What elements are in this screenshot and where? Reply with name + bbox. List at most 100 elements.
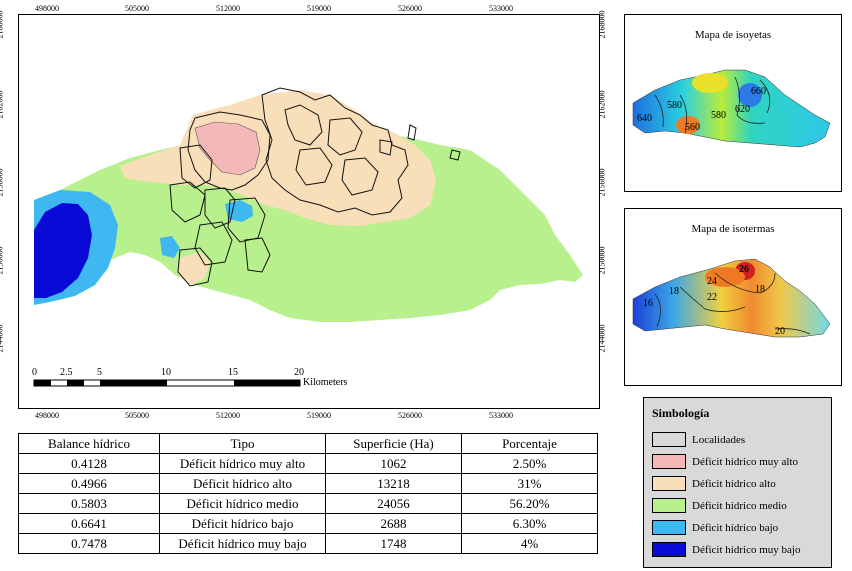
cell: Déficit hídrico muy alto bbox=[159, 453, 326, 474]
isoterma-label: 16 bbox=[643, 298, 653, 309]
legend-swatch bbox=[652, 454, 686, 469]
bottom-tick: 519000 bbox=[307, 411, 331, 420]
cell: 0.4128 bbox=[18, 453, 160, 474]
isoterma-label: 20 bbox=[775, 326, 785, 337]
zone-muy-alto bbox=[194, 121, 261, 176]
isoyeta-label: 560 bbox=[685, 122, 700, 133]
zone-bajo-small bbox=[160, 236, 180, 258]
cell: 0.4966 bbox=[18, 473, 160, 494]
cell: 13218 bbox=[325, 473, 462, 494]
top-tick: 533000 bbox=[489, 4, 513, 13]
legend-label: Déficit hídrico alto bbox=[692, 477, 776, 490]
balance-table: Balance hídrico Tipo Superficie (Ha) Por… bbox=[18, 433, 598, 554]
isoyetas-blue bbox=[738, 83, 762, 107]
table-row: 0.4128 Déficit hídrico muy alto 1062 2.5… bbox=[18, 453, 598, 474]
isotermas-warm bbox=[705, 267, 745, 287]
cell: 56.20% bbox=[461, 493, 598, 514]
legend-item: Déficit hídrico muy alto bbox=[652, 453, 798, 470]
col-balance: Balance hídrico bbox=[18, 433, 160, 454]
legend-swatch bbox=[652, 542, 686, 557]
cell: Déficit hídrico bajo bbox=[159, 513, 326, 534]
top-tick: 505000 bbox=[125, 4, 149, 13]
legend-swatch bbox=[652, 432, 686, 447]
top-tick: 519000 bbox=[307, 4, 331, 13]
zone-muy-bajo bbox=[34, 203, 92, 298]
isotermas-surface bbox=[632, 258, 831, 338]
isoterma-label: 24 bbox=[707, 276, 717, 287]
cell: Déficit hídrico medio bbox=[159, 493, 326, 514]
cell: 0.5803 bbox=[18, 493, 160, 514]
cell: 0.6641 bbox=[18, 513, 160, 534]
table-row: 0.4966 Déficit hídrico alto 13218 31% bbox=[18, 473, 598, 494]
scale-label: 2.5 bbox=[60, 367, 73, 378]
isoyeta-label: 660 bbox=[751, 86, 766, 97]
scale-label: 15 bbox=[228, 367, 238, 378]
table-row: 0.7478 Déficit hídrico muy bajo 1748 4% bbox=[18, 533, 598, 554]
legend-label: Déficit hídrico muy alto bbox=[692, 455, 798, 468]
legend-item: Déficit hídrico muy bajo bbox=[652, 541, 800, 558]
isoyeta-label: 620 bbox=[735, 104, 750, 115]
table-row: 0.5803 Déficit hídrico medio 24056 56.20… bbox=[18, 493, 598, 514]
cell: 2.50% bbox=[461, 453, 598, 474]
top-tick: 498000 bbox=[35, 4, 59, 13]
inset-isoyetas-title: Mapa de isoyetas bbox=[694, 29, 772, 41]
legend: Simbología Localidades Déficit hídrico m… bbox=[643, 397, 832, 568]
scale-label: 20 bbox=[294, 367, 304, 378]
col-tipo: Tipo bbox=[159, 433, 326, 454]
isoterma-label: 18 bbox=[755, 284, 765, 295]
isoterma-label: 18 bbox=[669, 286, 679, 297]
isoyeta-label: 640 bbox=[637, 113, 652, 124]
legend-swatch bbox=[652, 498, 686, 513]
legend-title: Simbología bbox=[652, 406, 710, 420]
inset-isotermas[interactable]: Mapa de isotermas 16 18 22 24 26 20 18 bbox=[624, 208, 842, 386]
legend-item: Localidades bbox=[652, 431, 745, 448]
cell: 1062 bbox=[325, 453, 462, 474]
col-porcentaje: Porcentaje bbox=[461, 433, 598, 454]
isoyeta-label: 580 bbox=[711, 110, 726, 121]
scale-label: 5 bbox=[97, 367, 102, 378]
legend-item: Déficit hídrico bajo bbox=[652, 519, 778, 536]
cell: Déficit hídrico alto bbox=[159, 473, 326, 494]
bottom-tick: 512000 bbox=[216, 411, 240, 420]
isoyetas-map bbox=[632, 69, 831, 148]
inset-isoyetas[interactable]: Mapa de isoyetas 640 580 560 580 660 620 bbox=[624, 14, 842, 192]
bottom-tick: 533000 bbox=[489, 411, 513, 420]
cell: Déficit hídrico muy bajo bbox=[159, 533, 326, 554]
legend-label: Déficit hídrico medio bbox=[692, 499, 787, 512]
col-superficie: Superficie (Ha) bbox=[325, 433, 462, 454]
scale-unit: Kilometers bbox=[303, 377, 348, 388]
cell: 0.7478 bbox=[18, 533, 160, 554]
zone-bajo-center bbox=[225, 200, 253, 222]
cell: 1748 bbox=[325, 533, 462, 554]
legend-swatch bbox=[652, 476, 686, 491]
legend-item: Déficit hídrico alto bbox=[652, 475, 776, 492]
cell: 4% bbox=[461, 533, 598, 554]
bottom-tick: 505000 bbox=[125, 411, 149, 420]
legend-item: Déficit hídrico medio bbox=[652, 497, 787, 514]
isoyetas-surface bbox=[632, 69, 831, 148]
isoyetas-orange bbox=[676, 116, 700, 134]
cell: 24056 bbox=[325, 493, 462, 514]
map-frame bbox=[18, 14, 600, 409]
isoyeta-label: 580 bbox=[667, 100, 682, 111]
isoterma-label: 22 bbox=[707, 292, 717, 303]
map-canvas bbox=[18, 14, 600, 409]
cell: 2688 bbox=[325, 513, 462, 534]
cell: 31% bbox=[461, 473, 598, 494]
zone-alto bbox=[120, 90, 436, 226]
table-header-row: Balance hídrico Tipo Superficie (Ha) Por… bbox=[18, 433, 598, 454]
bottom-tick: 526000 bbox=[398, 411, 422, 420]
table-row: 0.6641 Déficit hídrico bajo 2688 6.30% bbox=[18, 513, 598, 534]
legend-label: Déficit hídrico bajo bbox=[692, 521, 779, 534]
bottom-tick: 498000 bbox=[35, 411, 59, 420]
scale-label: 10 bbox=[161, 367, 171, 378]
cell: 6.30% bbox=[461, 513, 598, 534]
inset-isotermas-title: Mapa de isotermas bbox=[691, 223, 775, 235]
scale-bar bbox=[33, 379, 301, 387]
scale-label: 0 bbox=[32, 367, 37, 378]
legend-label: Localidades bbox=[692, 433, 746, 446]
isotermas-map bbox=[632, 258, 831, 338]
top-tick: 526000 bbox=[398, 4, 422, 13]
main-map[interactable]: 498000 505000 512000 519000 526000 53300… bbox=[0, 0, 620, 430]
top-tick: 512000 bbox=[216, 4, 240, 13]
